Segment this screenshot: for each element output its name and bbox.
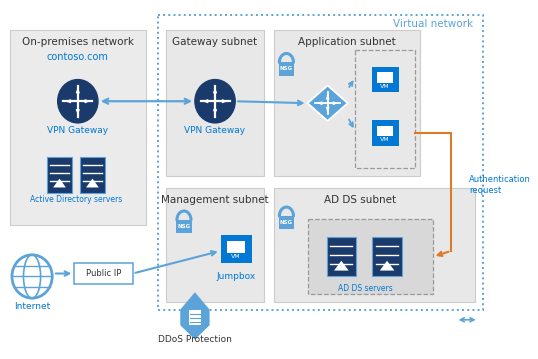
Bar: [158, 15, 483, 310]
Bar: [274, 31, 420, 176]
Text: Virtual network: Virtual network: [393, 19, 473, 29]
Bar: [372, 237, 402, 276]
Bar: [377, 126, 393, 136]
Text: Authentication
request: Authentication request: [470, 175, 532, 195]
Bar: [10, 31, 145, 225]
Bar: [221, 235, 252, 263]
Text: VM: VM: [231, 254, 241, 259]
Text: AD DS subnet: AD DS subnet: [323, 195, 395, 205]
Bar: [355, 50, 415, 168]
Bar: [279, 216, 294, 229]
Polygon shape: [86, 179, 99, 187]
Bar: [377, 73, 393, 83]
Circle shape: [195, 80, 235, 123]
Polygon shape: [380, 261, 394, 271]
Bar: [74, 263, 133, 284]
Text: VM: VM: [380, 137, 390, 142]
Text: Jumpbox: Jumpbox: [216, 272, 256, 281]
Bar: [176, 220, 192, 233]
Polygon shape: [308, 85, 348, 121]
Text: VM: VM: [380, 84, 390, 89]
Bar: [80, 157, 105, 193]
Polygon shape: [180, 292, 210, 340]
Polygon shape: [53, 179, 66, 187]
Bar: [166, 188, 265, 302]
Bar: [279, 62, 294, 75]
Text: NSG: NSG: [178, 224, 190, 229]
Bar: [166, 31, 265, 176]
Text: AD DS servers: AD DS servers: [338, 284, 393, 293]
Text: Active Directory servers: Active Directory servers: [30, 195, 122, 204]
Text: Gateway subnet: Gateway subnet: [173, 37, 258, 47]
Text: Public IP: Public IP: [86, 269, 121, 278]
Bar: [47, 157, 72, 193]
Bar: [274, 188, 475, 302]
Text: contoso.com: contoso.com: [47, 52, 109, 62]
Text: VPN Gateway: VPN Gateway: [185, 126, 246, 135]
Bar: [308, 219, 433, 294]
Text: DDoS Protection: DDoS Protection: [158, 335, 232, 344]
Text: NSG: NSG: [280, 66, 293, 71]
Text: NSG: NSG: [280, 220, 293, 225]
Bar: [372, 120, 399, 145]
Bar: [227, 241, 245, 253]
Text: On-premises network: On-premises network: [22, 37, 134, 47]
Bar: [372, 67, 399, 92]
Text: Management subnet: Management subnet: [161, 195, 269, 205]
Text: Internet: Internet: [14, 302, 50, 311]
Text: Application subnet: Application subnet: [298, 37, 395, 47]
Bar: [327, 237, 356, 276]
Polygon shape: [334, 261, 349, 271]
Text: VPN Gateway: VPN Gateway: [47, 126, 108, 135]
Circle shape: [58, 80, 98, 123]
Bar: [189, 310, 201, 325]
